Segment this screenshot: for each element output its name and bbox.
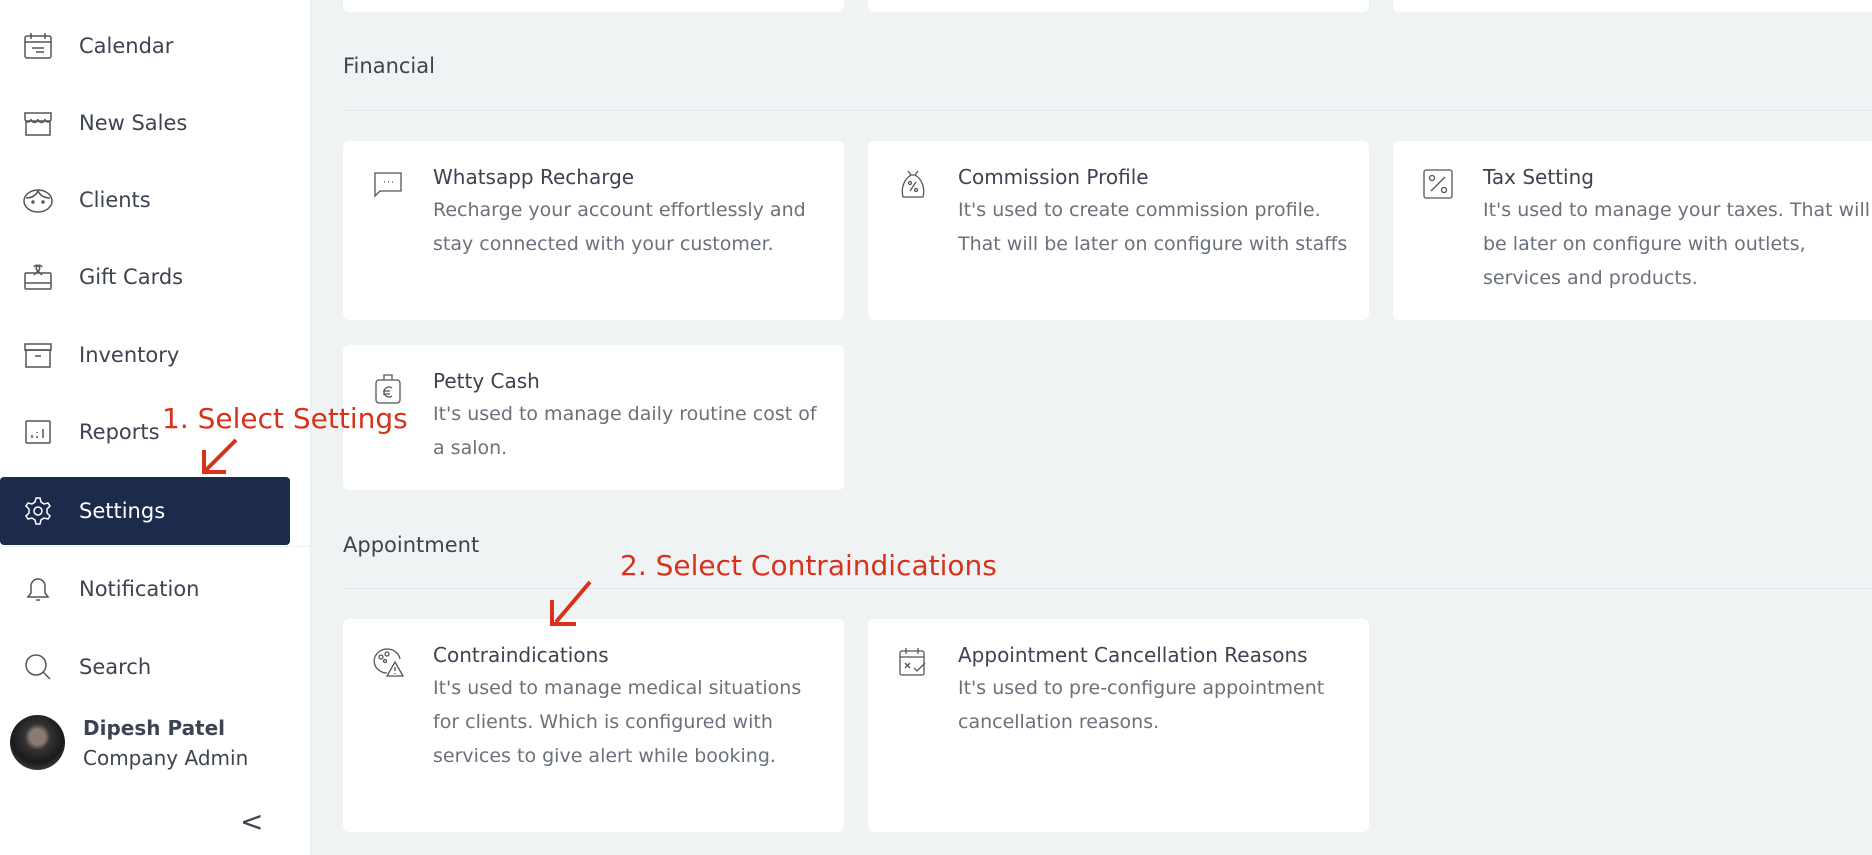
annotation-step-2: 2. Select Contraindications	[620, 549, 997, 582]
annotation-arrow-icon	[202, 438, 238, 474]
sidebar-item-label: Search	[79, 655, 152, 679]
user-name: Dipesh Patel	[83, 715, 226, 740]
user-role: Company Admin	[83, 745, 249, 770]
bell-icon	[26, 578, 50, 601]
card-tax-setting[interactable]: Tax Setting It's used to manage your tax…	[1393, 141, 1872, 320]
report-icon	[25, 420, 51, 444]
settings-card[interactable]	[1393, 0, 1872, 12]
calendar-check-icon	[899, 648, 926, 676]
sidebar-item-label: Clients	[79, 188, 151, 212]
card-description: Recharge your account effortlessly and s…	[433, 199, 806, 255]
divider	[343, 588, 1872, 589]
settings-card[interactable]	[343, 0, 844, 12]
sidebar-item-label: Settings	[79, 499, 166, 523]
sidebar-item-label: New Sales	[79, 111, 188, 135]
archive-icon	[24, 343, 52, 368]
divider	[0, 546, 311, 547]
gear-icon	[25, 497, 51, 525]
avatar	[10, 715, 65, 770]
card-contraindications[interactable]: Contraindications It's used to manage me…	[343, 619, 844, 832]
cash-bag-icon	[375, 374, 401, 404]
sidebar-item-gift-cards[interactable]: Gift Cards	[0, 243, 290, 311]
sidebar-item-inventory[interactable]: Inventory	[0, 321, 290, 389]
card-description: It's used to manage daily routine cost o…	[433, 403, 817, 459]
card-title: Tax Setting	[1483, 165, 1594, 189]
card-title: Whatsapp Recharge	[433, 165, 635, 189]
calendar-icon	[24, 33, 52, 59]
sidebar-item-notification[interactable]: Notification	[0, 555, 290, 623]
sidebar-item-reports[interactable]: Reports	[0, 398, 290, 466]
gift-icon	[24, 264, 52, 290]
card-title: Contraindications	[433, 643, 609, 667]
sidebar-item-label: Inventory	[79, 343, 180, 367]
sidebar: Calendar New Sales Clients Gift Cards In…	[0, 0, 311, 855]
medical-alert-icon	[373, 648, 405, 677]
store-icon	[24, 112, 52, 136]
card-description: It's used to manage medical situations f…	[433, 677, 802, 767]
sidebar-item-new-sales[interactable]: New Sales	[0, 89, 290, 157]
annotation-step-1: 1. Select Settings	[162, 402, 408, 435]
search-icon	[25, 654, 51, 680]
card-description: It's used to pre-configure appointment c…	[958, 677, 1325, 733]
divider	[343, 110, 1872, 111]
card-description: It's used to create commission profile. …	[958, 199, 1348, 255]
sidebar-item-label: Reports	[79, 420, 160, 444]
section-heading-appointment: Appointment	[343, 533, 480, 557]
user-profile[interactable]: Dipesh Patel Company Admin	[10, 715, 248, 770]
card-commission-profile[interactable]: Commission Profile It's used to create c…	[868, 141, 1369, 320]
percent-icon	[1423, 169, 1453, 199]
card-petty-cash[interactable]: Petty Cash It's used to manage daily rou…	[343, 345, 844, 490]
card-title: Commission Profile	[958, 165, 1149, 189]
sidebar-item-settings[interactable]: Settings	[0, 477, 290, 545]
face-icon	[23, 189, 53, 213]
sidebar-item-clients[interactable]: Clients	[0, 166, 290, 234]
sidebar-item-label: Notification	[79, 577, 200, 601]
sidebar-item-calendar[interactable]: Calendar	[0, 12, 290, 80]
collapse-sidebar-button[interactable]: <	[240, 805, 264, 838]
sidebar-item-search[interactable]: Search	[0, 633, 290, 701]
card-title: Appointment Cancellation Reasons	[958, 643, 1308, 667]
sidebar-item-label: Gift Cards	[79, 265, 184, 289]
sidebar-item-label: Calendar	[79, 34, 174, 58]
section-heading-financial: Financial	[343, 54, 435, 78]
card-whatsapp-recharge[interactable]: Whatsapp Recharge Recharge your account …	[343, 141, 844, 320]
card-appointment-cancellation-reasons[interactable]: Appointment Cancellation Reasons It's us…	[868, 619, 1369, 832]
card-description: It's used to manage your taxes. That wil…	[1483, 199, 1871, 289]
card-title: Petty Cash	[433, 369, 540, 393]
annotation-arrow-icon	[550, 580, 592, 626]
settings-card[interactable]	[868, 0, 1369, 12]
money-bag-icon	[901, 170, 925, 198]
chat-icon	[374, 172, 402, 198]
